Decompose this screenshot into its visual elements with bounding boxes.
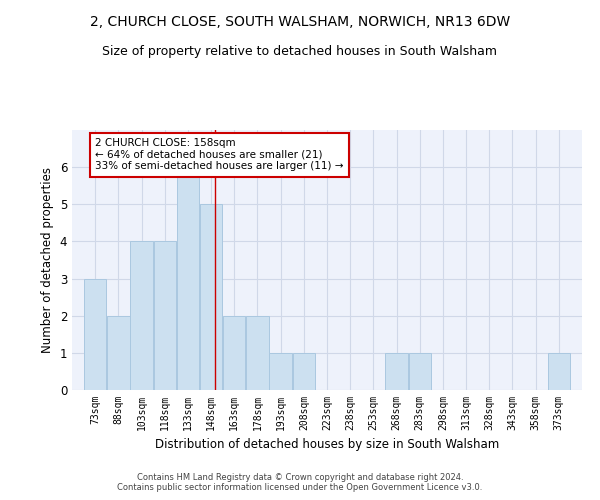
Bar [385, 353, 408, 390]
Bar [409, 353, 431, 390]
Text: Contains HM Land Registry data © Crown copyright and database right 2024.
Contai: Contains HM Land Registry data © Crown c… [118, 473, 482, 492]
X-axis label: Distribution of detached houses by size in South Walsham: Distribution of detached houses by size … [155, 438, 499, 452]
Text: 2, CHURCH CLOSE, SOUTH WALSHAM, NORWICH, NR13 6DW: 2, CHURCH CLOSE, SOUTH WALSHAM, NORWICH,… [90, 15, 510, 29]
Y-axis label: Number of detached properties: Number of detached properties [41, 167, 54, 353]
Bar [223, 316, 245, 390]
Bar [269, 353, 292, 390]
Bar [200, 204, 222, 390]
Bar [130, 242, 153, 390]
Bar [293, 353, 315, 390]
Bar [177, 167, 199, 390]
Bar [84, 278, 106, 390]
Bar [548, 353, 570, 390]
Text: Size of property relative to detached houses in South Walsham: Size of property relative to detached ho… [103, 45, 497, 58]
Text: 2 CHURCH CLOSE: 158sqm
← 64% of detached houses are smaller (21)
33% of semi-det: 2 CHURCH CLOSE: 158sqm ← 64% of detached… [95, 138, 344, 172]
Bar [154, 242, 176, 390]
Bar [107, 316, 130, 390]
Bar [246, 316, 269, 390]
